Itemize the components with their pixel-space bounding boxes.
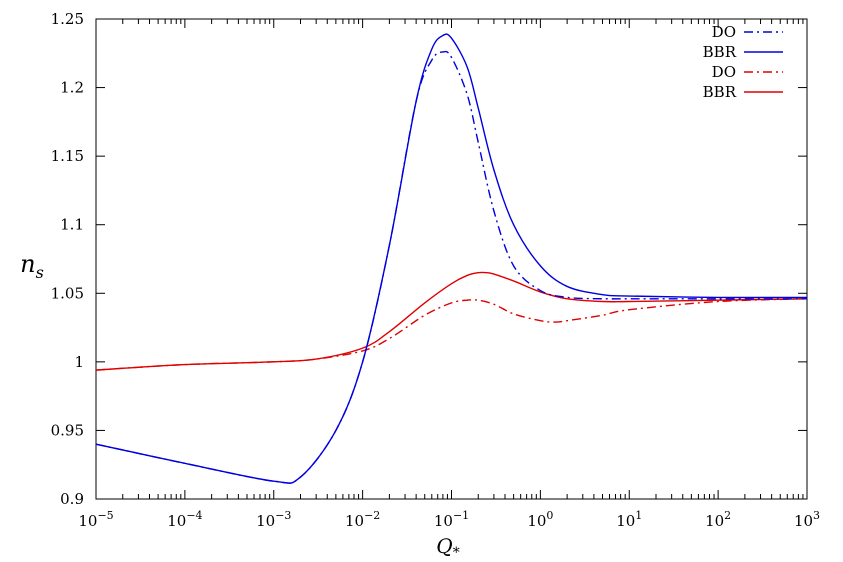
legend-label: BBR: [703, 43, 737, 61]
x-axis: 10−5 10−4 10−3 10−2 10−1 100 101 102 103: [78, 19, 820, 530]
y-axis: 0.9 0.95 1 1.05 1.1 1.15 1.2 1.25: [51, 10, 807, 508]
x-tick-label: 10−5: [78, 509, 113, 530]
x-axis-title: Q*: [436, 534, 459, 561]
y-axis-title: ns: [20, 250, 44, 282]
series-line-3: [95, 271, 808, 371]
legend-label: DO: [712, 63, 736, 81]
x-tick-label: 10−2: [345, 509, 380, 530]
y-tick-label: 1.1: [60, 216, 84, 234]
y-tick-label: 1.2: [60, 79, 84, 97]
x-tick-label: 100: [527, 509, 553, 530]
y-tick-label: 0.9: [60, 490, 84, 508]
legend-label: BBR: [703, 83, 737, 101]
series-line-2: [95, 298, 808, 371]
x-tick-label: 102: [705, 509, 731, 530]
series-line-0: [95, 50, 807, 484]
legend: DO BBR DO BBR: [703, 23, 783, 101]
x-tick-label: 103: [794, 509, 820, 530]
legend-label: DO: [712, 23, 736, 41]
plot-frame: [95, 18, 808, 500]
series-line-1: [95, 33, 808, 484]
y-tick-label: 0.95: [51, 421, 84, 439]
x-tick-label: 10−4: [167, 509, 202, 530]
x-tick-label: 10−1: [434, 509, 469, 530]
x-tick-label: 101: [616, 509, 642, 530]
y-tick-label: 1.25: [51, 10, 84, 28]
y-tick-label: 1.05: [51, 284, 84, 302]
y-tick-label: 1: [74, 353, 84, 371]
plot-border: [95, 18, 808, 500]
x-tick-label: 10−3: [256, 509, 291, 530]
series-lines: [95, 33, 808, 484]
y-tick-label: 1.15: [51, 147, 84, 165]
